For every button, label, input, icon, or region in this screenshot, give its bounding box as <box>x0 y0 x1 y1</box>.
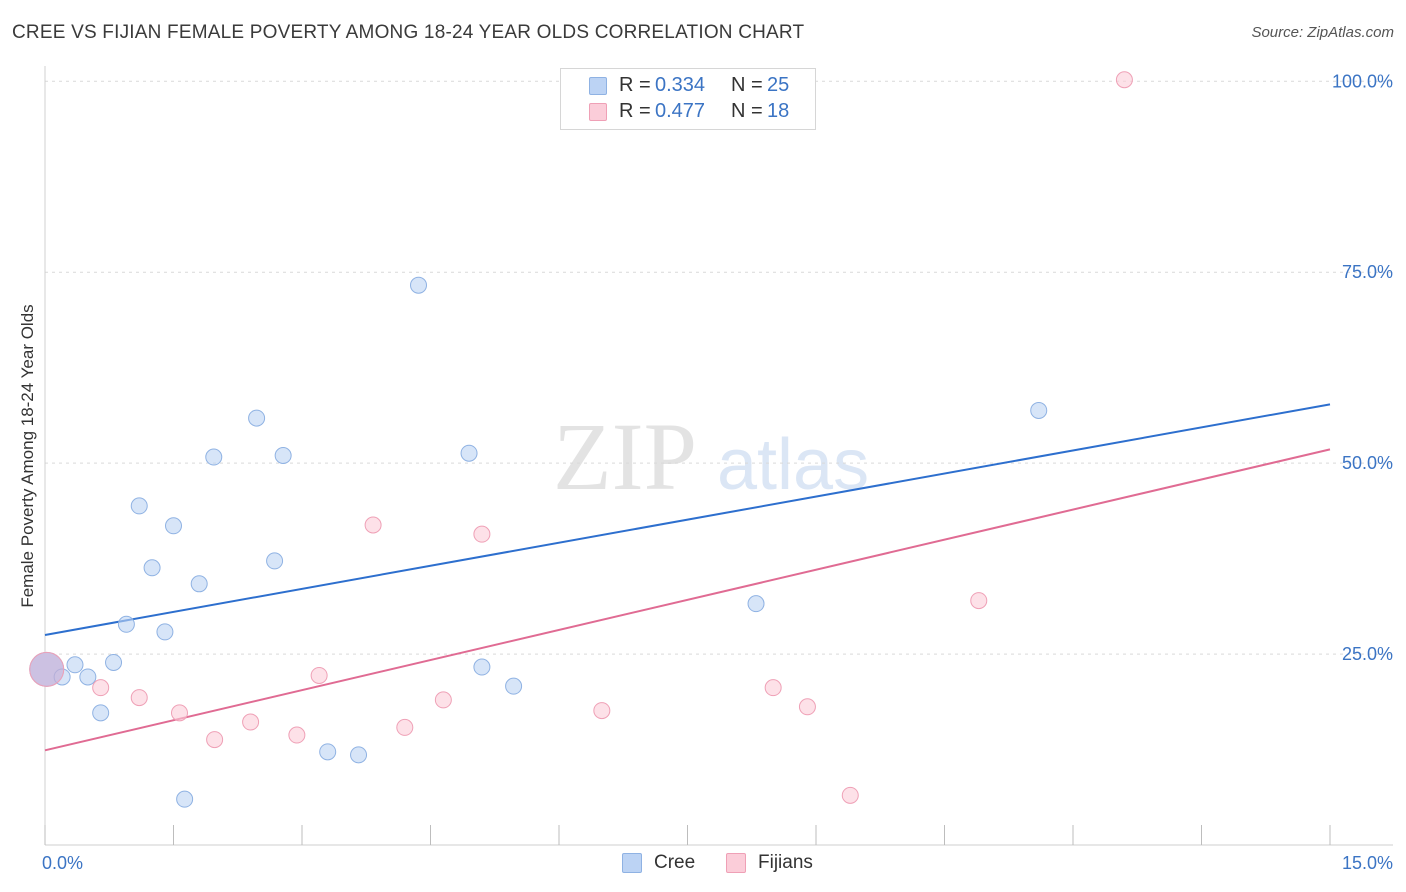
fijians-point <box>764 679 782 697</box>
fijians-point <box>130 689 148 707</box>
chart-title: CREE VS FIJIAN FEMALE POVERTY AMONG 18-2… <box>12 22 805 43</box>
legend-n-value: 18 <box>767 100 790 122</box>
cree-point <box>266 552 284 570</box>
legend-r-label: R = <box>619 74 651 96</box>
fijians-point <box>29 651 65 687</box>
cree-point <box>190 575 208 593</box>
legend-row-cree: R = 0.334 N = 25 <box>561 74 815 100</box>
fijians-swatch-icon <box>589 103 607 121</box>
legend-n-value: 25 <box>767 74 790 96</box>
cree-point <box>473 658 491 676</box>
cree-point <box>92 704 110 722</box>
fijians-point <box>841 786 859 804</box>
cree-point <box>319 743 337 761</box>
y-tick-label: 25.0% <box>1342 644 1393 664</box>
fijians-legend-icon <box>726 853 746 873</box>
axes <box>44 66 1393 846</box>
y-tick-label: 75.0% <box>1342 262 1393 282</box>
x-tick-label: 15.0% <box>1342 853 1393 873</box>
fijians-point <box>970 592 988 610</box>
cree-point <box>176 790 194 808</box>
correlation-legend: R = 0.334 N = 25 R = 0.477 N = 18 <box>560 68 816 130</box>
watermark: ZIP atlas <box>553 403 869 510</box>
watermark-atlas: atlas <box>717 425 869 505</box>
fijians-point <box>1115 71 1133 89</box>
cree-point <box>505 677 523 695</box>
fijians-point <box>242 713 260 731</box>
y-tick-label: 100.0% <box>1332 71 1393 91</box>
gridlines <box>45 80 1393 655</box>
cree-trend-line <box>44 403 1331 636</box>
cree-point <box>410 276 428 294</box>
legend-row-fijians: R = 0.477 N = 18 <box>561 100 815 126</box>
cree-point <box>130 497 148 515</box>
y-tick-label: 50.0% <box>1342 453 1393 473</box>
legend-r-value: 0.477 <box>655 100 706 122</box>
fijians-point <box>206 731 224 749</box>
cree-legend-icon <box>622 853 642 873</box>
cree-point <box>105 653 123 671</box>
cree-point <box>66 656 84 674</box>
fijians-point <box>288 726 306 744</box>
fijians-point <box>310 666 328 684</box>
fijians-point <box>798 698 816 716</box>
legend-r-label: R = <box>619 100 651 122</box>
cree-point <box>156 623 174 641</box>
fijians-point <box>593 702 611 720</box>
watermark-zip: ZIP <box>553 403 697 510</box>
legend-r-value: 0.334 <box>655 74 706 96</box>
x-tick-label: 0.0% <box>42 853 83 873</box>
trend-lines <box>44 403 1331 752</box>
cree-point <box>248 409 266 427</box>
cree-point <box>117 615 135 633</box>
fijians-trend-line <box>44 448 1331 752</box>
legend-n-label: N = <box>731 100 763 122</box>
fijians-point <box>364 516 382 534</box>
source-credit: Source: ZipAtlas.com <box>1251 24 1394 41</box>
cree-point <box>350 746 368 764</box>
cree-point <box>79 668 97 686</box>
legend-label-fijians: Fijians <box>758 852 813 873</box>
cree-swatch-icon <box>589 77 607 95</box>
cree-point <box>274 447 292 464</box>
cree-point <box>747 595 765 613</box>
fijians-point <box>396 718 414 736</box>
tick-labels: 25.0% 50.0% 75.0% 100.0% 0.0% 15.0% <box>42 71 1393 873</box>
cree-point <box>205 448 223 466</box>
fijians-point <box>473 525 491 543</box>
data-points <box>29 71 1133 808</box>
fijians-point <box>170 704 188 722</box>
cree-point <box>1030 401 1048 419</box>
y-axis-label: Female Poverty Among 18-24 Year Olds <box>18 304 37 608</box>
cree-point <box>143 559 161 577</box>
legend-n-label: N = <box>731 74 763 96</box>
cree-point <box>165 517 182 535</box>
legend-label-cree: Cree <box>654 852 696 873</box>
cree-point <box>460 444 478 462</box>
fijians-point <box>92 679 110 697</box>
fijians-point <box>434 691 452 709</box>
